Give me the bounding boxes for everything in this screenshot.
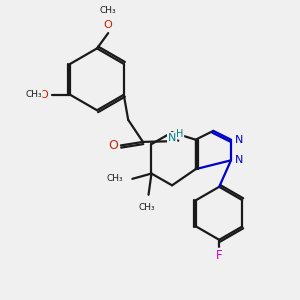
Text: O: O bbox=[104, 20, 112, 30]
Text: CH₃: CH₃ bbox=[139, 203, 155, 212]
Text: O: O bbox=[109, 139, 118, 152]
Text: O: O bbox=[40, 90, 48, 100]
Text: CH₃: CH₃ bbox=[106, 174, 123, 183]
Text: CH₃: CH₃ bbox=[100, 6, 116, 15]
Text: CH₃: CH₃ bbox=[26, 90, 42, 99]
Text: H: H bbox=[176, 129, 184, 139]
Text: N: N bbox=[168, 133, 176, 143]
Text: F: F bbox=[216, 249, 223, 262]
Text: N: N bbox=[235, 155, 243, 165]
Text: N: N bbox=[235, 135, 243, 145]
